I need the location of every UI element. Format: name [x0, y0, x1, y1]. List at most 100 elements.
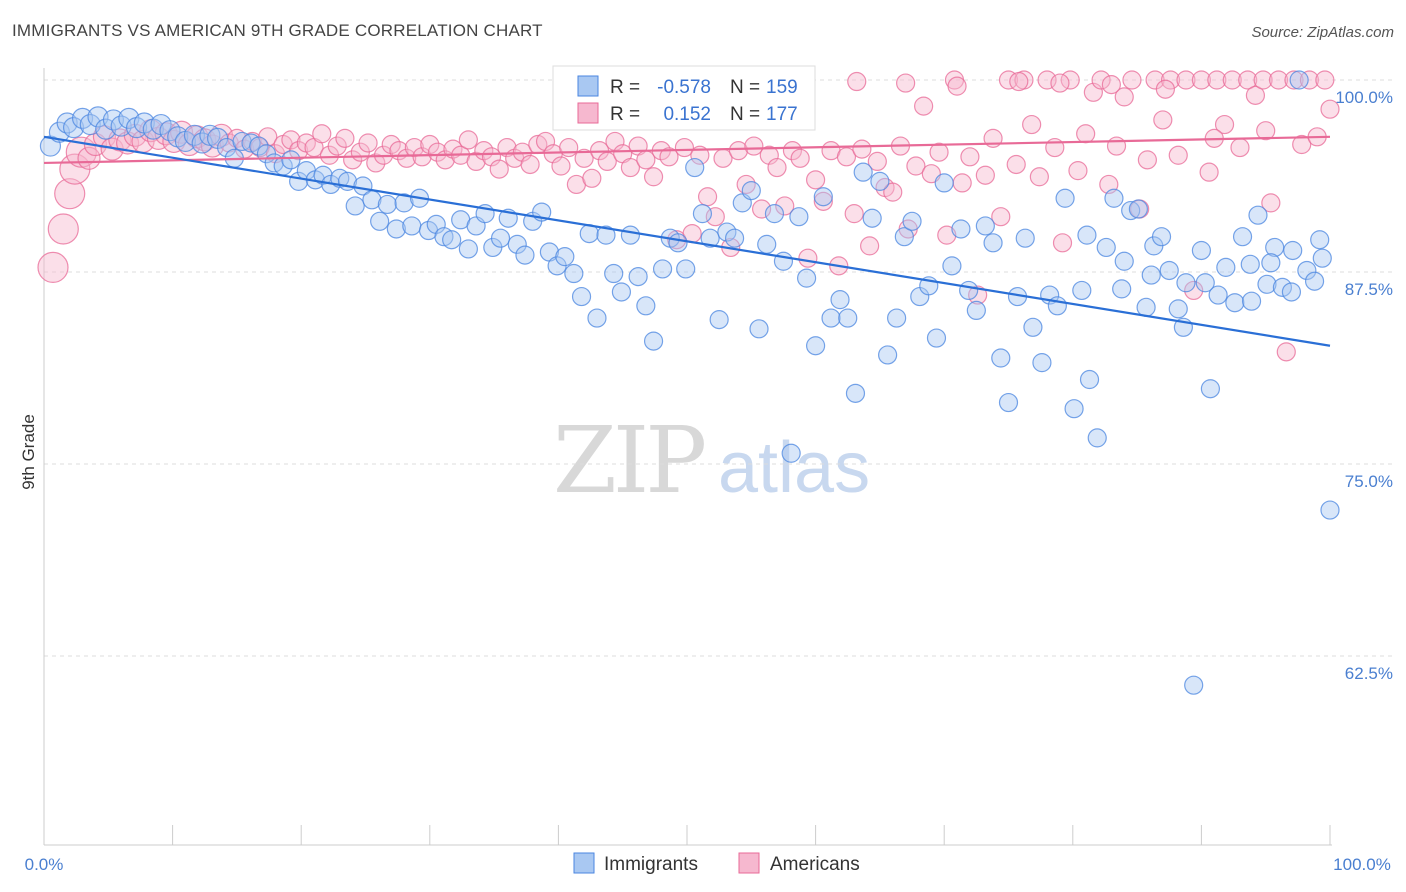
americans-point-112 [906, 156, 926, 176]
americans-point-70 [582, 168, 602, 188]
americans-point-145 [1160, 70, 1181, 90]
americans-point-172 [1009, 71, 1029, 92]
americans-point-167 [1256, 121, 1276, 141]
immigrants-point-113 [951, 219, 971, 239]
immigrants-point-106 [894, 227, 914, 247]
stats-n-value-americans: 177 [766, 104, 798, 125]
immigrants-point-110 [926, 328, 947, 348]
americans-point-106 [860, 236, 880, 256]
immigrants-point-126 [1055, 188, 1075, 208]
americans-point-140 [1122, 70, 1142, 90]
americans-point-39 [343, 150, 363, 170]
immigrants-point-100 [845, 383, 866, 403]
immigrants-point-161 [1283, 240, 1303, 261]
immigrants-point-90 [764, 204, 785, 224]
americans-point-104 [844, 204, 864, 224]
immigrants-point-158 [1312, 248, 1332, 268]
americans-point-89 [728, 141, 749, 161]
americans-point-44 [381, 134, 401, 155]
americans-point-134 [1076, 124, 1096, 144]
immigrants-point-138 [1151, 227, 1172, 247]
immigrants-point-156 [1297, 260, 1317, 281]
immigrants-point-146 [1216, 257, 1236, 277]
immigrants-point-93 [789, 207, 809, 227]
immigrants-point-130 [1087, 428, 1107, 448]
immigrants-point-56 [490, 228, 511, 248]
immigrants-point-96 [813, 187, 833, 207]
americans-point-96 [782, 141, 803, 161]
americans-point-109 [883, 182, 903, 202]
immigrants-point-87 [741, 180, 761, 201]
immigrants-point-73 [628, 267, 648, 287]
americans-point-62 [520, 154, 540, 175]
americans-point-118 [952, 173, 972, 193]
immigrants-point-30 [281, 150, 301, 170]
americans-point-103 [836, 147, 857, 167]
americans-point-0 [37, 251, 69, 283]
immigrants-point-71 [611, 282, 632, 302]
immigrants-point-41 [370, 211, 390, 231]
immigrants-point-42 [377, 194, 397, 215]
americans-point-48 [412, 147, 432, 167]
americans-point-92 [751, 199, 772, 219]
immigrants-point-98 [830, 290, 850, 310]
immigrants-point-149 [1240, 254, 1260, 274]
immigrants-point-162 [1261, 253, 1281, 273]
americans-point-144 [1153, 110, 1173, 130]
stats-r-value-immigrants: -0.578 [657, 77, 711, 98]
stats-r-label-immigrants: R = [610, 77, 640, 98]
americans-point-121 [975, 165, 995, 185]
immigrants-point-134 [1121, 200, 1141, 221]
immigrants-point-135 [1128, 199, 1148, 219]
stats-n-label-americans: N = [730, 104, 760, 125]
americans-point-91 [744, 136, 764, 156]
americans-point-115 [929, 142, 949, 162]
immigrants-point-80 [685, 157, 705, 178]
immigrants-point-89 [757, 234, 777, 254]
americans-point-124 [998, 70, 1019, 90]
americans-point-161 [1284, 70, 1304, 90]
immigrants-point-139 [1159, 260, 1179, 281]
immigrants-point-39 [353, 176, 373, 196]
immigrants-point-157 [1304, 271, 1325, 291]
immigrants-point-48 [426, 214, 446, 234]
americans-point-69 [574, 148, 594, 168]
immigrants-point-6 [87, 106, 109, 128]
immigrants-point-140 [1168, 299, 1188, 319]
americans-point-54 [458, 130, 478, 150]
y-tick-label-1: 87.5% [1345, 280, 1393, 299]
americans-point-156 [1245, 85, 1266, 105]
immigrants-point-65 [564, 263, 584, 284]
immigrants-point-151 [1257, 274, 1277, 294]
americans-point-119 [960, 147, 980, 167]
immigrants-point-168 [1077, 225, 1097, 245]
immigrants-point-66 [571, 286, 592, 307]
americans-point-80 [659, 147, 679, 167]
immigrants-point-58 [507, 234, 527, 254]
immigrants-point-43 [386, 219, 406, 239]
immigrants-point-44 [394, 193, 414, 213]
americans-point-133 [1068, 161, 1088, 181]
americans-point-100 [813, 191, 833, 211]
americans-point-151 [1207, 70, 1227, 90]
americans-point-142 [1137, 150, 1157, 170]
immigrants-point-75 [643, 331, 664, 351]
immigrants-point-49 [434, 227, 454, 247]
americans-point-31 [281, 130, 301, 150]
americans-point-95 [775, 196, 795, 216]
americans-point-127 [1022, 114, 1042, 135]
stats-swatch-immigrants [577, 75, 599, 97]
immigrants-trend-line [43, 135, 1331, 347]
americans-point-37 [327, 136, 347, 156]
americans-point-165 [1315, 70, 1335, 90]
americans-point-46 [397, 148, 417, 168]
americans-point-160 [1276, 342, 1296, 362]
immigrants-point-83 [709, 310, 729, 330]
immigrants-point-38 [345, 196, 365, 216]
y-tick-labels: 100.0% 87.5% 75.0% 62.5% [1335, 88, 1393, 683]
americans-point-148 [1184, 280, 1204, 301]
immigrants-point-133 [1112, 279, 1132, 299]
immigrants-point-127 [1064, 399, 1084, 419]
americans-point-97 [790, 148, 810, 168]
immigrants-point-76 [652, 259, 673, 279]
